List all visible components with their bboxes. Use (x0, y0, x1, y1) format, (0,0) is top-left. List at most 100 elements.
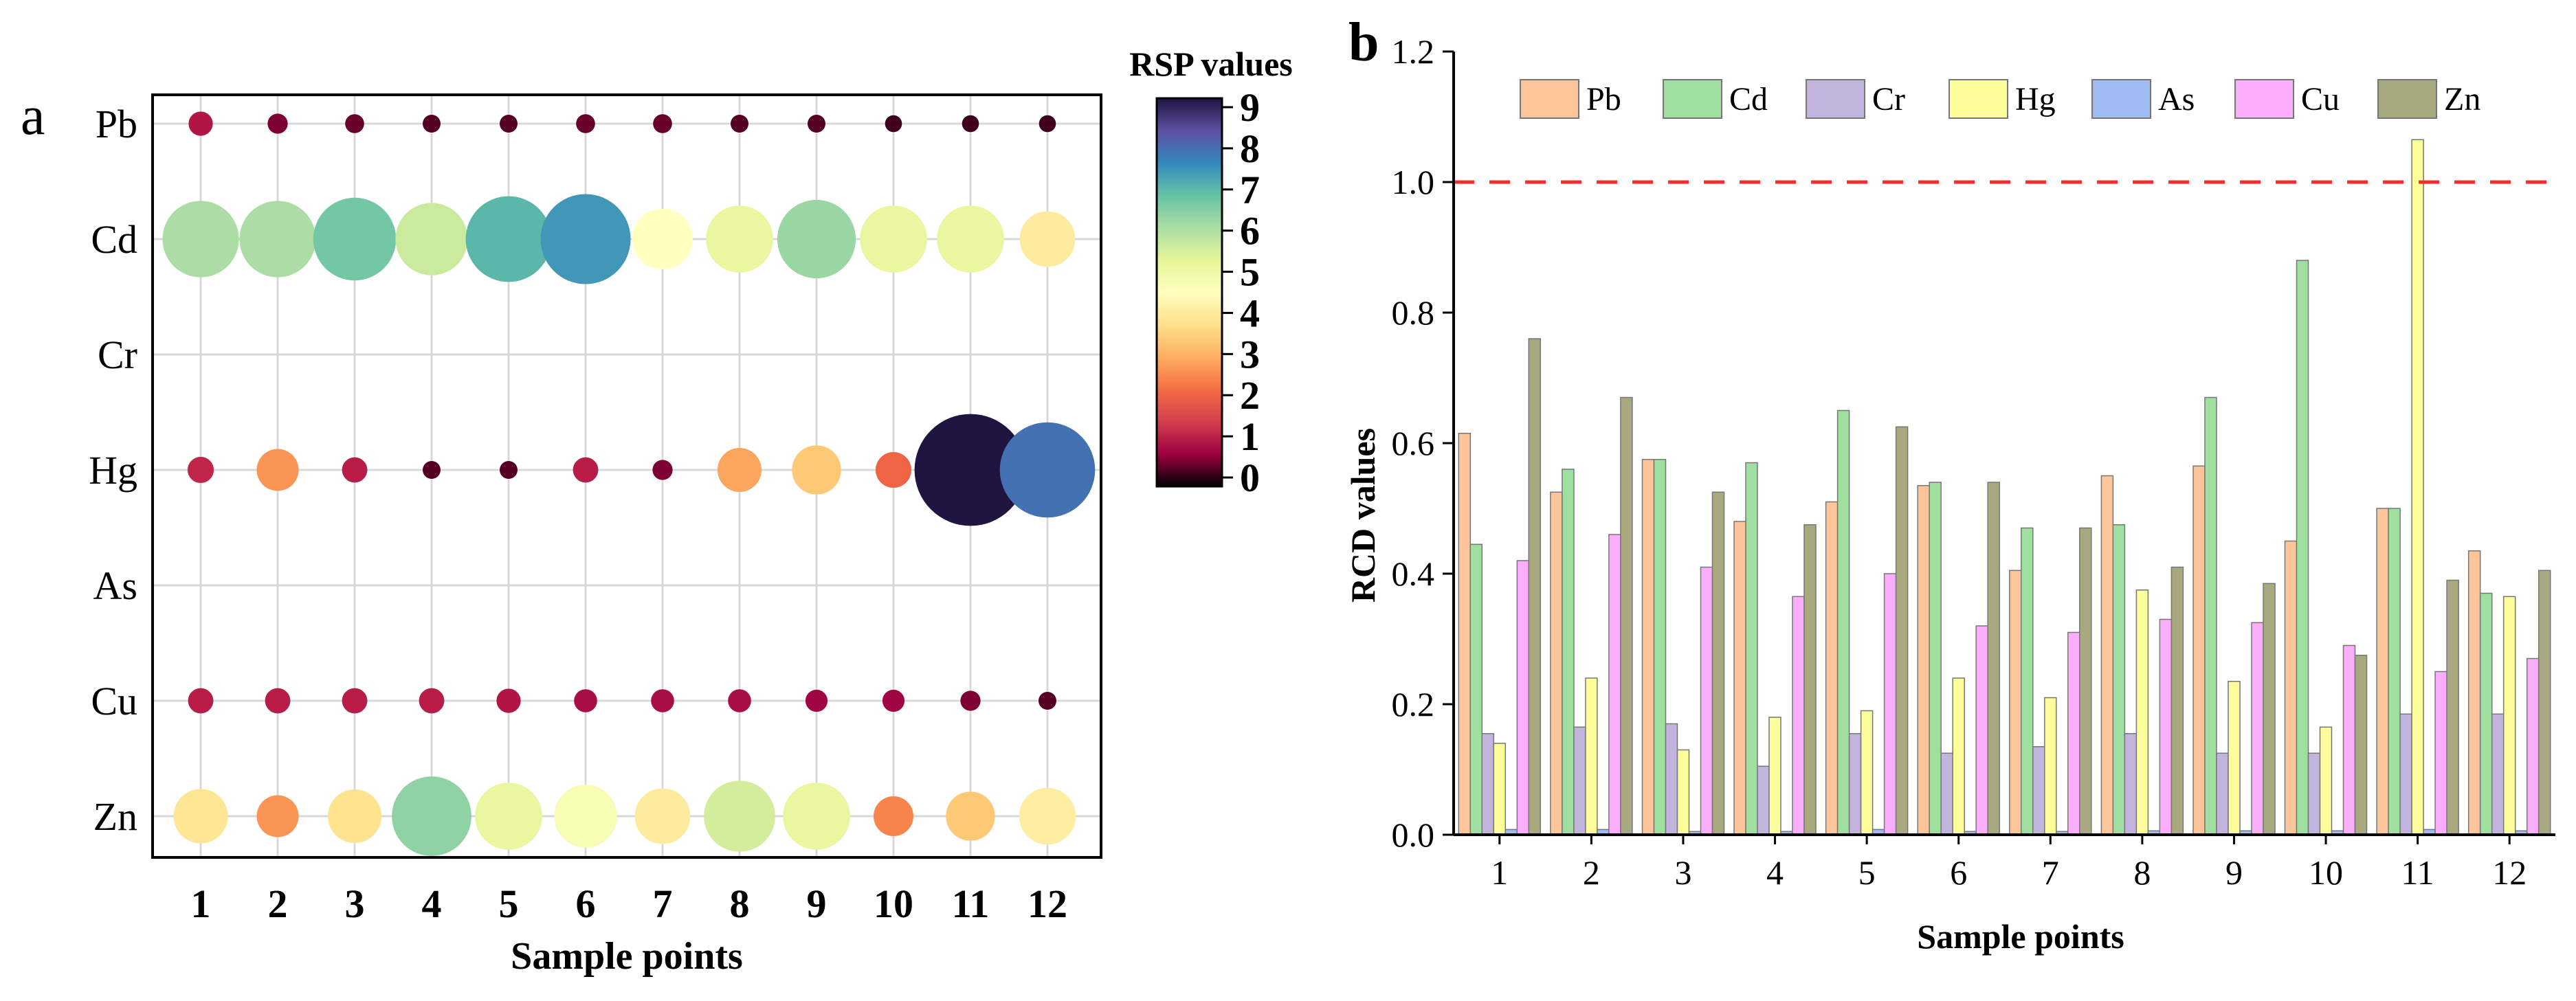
y-tick-label: 1.2 (1392, 32, 1435, 71)
x-tick-label: 7 (653, 881, 673, 926)
bubble-zn-10 (874, 796, 913, 836)
legend-swatch-pb (1520, 79, 1579, 119)
bubble-pb-6 (576, 114, 595, 133)
bar-cu-9 (2251, 622, 2264, 835)
bubble-cd-10 (860, 205, 927, 273)
bar-cu-2 (1608, 534, 1621, 835)
panel-a-label: a (21, 86, 45, 146)
bubble-pb-8 (731, 115, 748, 133)
y-tick-label: As (93, 563, 137, 608)
x-tick-label: 4 (1766, 853, 1784, 892)
bubble-cu-5 (496, 688, 521, 713)
bar-chart-axes (1443, 50, 2555, 844)
colorbar-tick-label: 6 (1240, 209, 1260, 254)
bubble-hg-9 (792, 445, 841, 495)
bar-zn-7 (2079, 527, 2092, 835)
bar-cd-2 (1562, 469, 1575, 835)
bar-cd-7 (2021, 527, 2034, 835)
colorbar-tick-label: 4 (1240, 291, 1260, 335)
bar-cr-10 (2307, 752, 2321, 835)
bar-hg-5 (1860, 710, 1874, 835)
bar-zn-3 (1711, 491, 1725, 835)
x-tick-label: 2 (1583, 853, 1600, 892)
bar-hg-4 (1768, 717, 1781, 835)
bar-chart-bars (1458, 139, 2551, 835)
bar-cr-9 (2216, 752, 2229, 835)
bar-cd-11 (2388, 508, 2401, 835)
bar-cu-4 (1792, 596, 1805, 835)
legend-label-pb: Pb (1586, 81, 1621, 117)
bubble-hg-3 (342, 457, 368, 483)
bar-pb-5 (1825, 501, 1839, 835)
x-tick-label: 10 (2309, 853, 2343, 892)
bar-cu-3 (1700, 566, 1713, 835)
bubble-cu-3 (342, 688, 368, 714)
colorbar-tick-label: 7 (1240, 168, 1260, 212)
y-tick-label: Pb (96, 102, 137, 146)
bubble-hg-1 (187, 456, 214, 484)
bar-hg-8 (2135, 589, 2149, 835)
legend-swatch-cu (2234, 79, 2294, 119)
bar-pb-7 (2009, 570, 2022, 835)
bubble-hg-11 (914, 414, 1027, 526)
bar-pb-8 (2100, 475, 2114, 835)
bubble-hg-6 (573, 457, 599, 483)
y-tick-label: 0.8 (1392, 293, 1435, 332)
bubble-zn-4 (392, 776, 471, 856)
bar-zn-2 (1620, 396, 1633, 835)
y-tick-label: Cr (98, 333, 137, 377)
x-tick-label: 10 (874, 881, 913, 926)
bubble-cu-10 (882, 689, 905, 712)
bubble-pb-4 (423, 115, 441, 133)
bubble-cu-1 (188, 688, 214, 714)
x-tick-label: 8 (2133, 853, 2151, 892)
bubble-cd-4 (395, 203, 468, 275)
bar-hg-7 (2044, 697, 2057, 835)
bar-cd-8 (2112, 524, 2126, 835)
x-tick-label: 12 (1028, 881, 1067, 926)
bar-pb-2 (1550, 491, 1563, 835)
bar-cu-10 (2342, 644, 2356, 835)
bar-hg-1 (1493, 743, 1507, 835)
bubble-zn-1 (173, 789, 228, 844)
colorbar-tick-label: 3 (1240, 332, 1260, 376)
legend-label-as: As (2158, 81, 2195, 117)
bubble-cu-6 (574, 689, 597, 712)
bubble-cu-4 (419, 688, 445, 714)
y-tick-label: 0.0 (1392, 816, 1435, 854)
x-tick-label: 6 (1950, 853, 1967, 892)
x-tick-label: 6 (576, 881, 596, 926)
bar-chart-legend: Pb Cd Cr Hg As Cu Zn (1520, 79, 2480, 119)
x-tick-label: 5 (499, 881, 519, 926)
colorbar-gradient (1155, 97, 1223, 488)
bubble-pb-2 (267, 113, 288, 134)
bubble-hg-12 (999, 422, 1096, 518)
legend-swatch-as (2091, 79, 2151, 119)
bubble-hg-5 (500, 461, 518, 479)
bar-cu-5 (1883, 573, 1897, 835)
bar-pb-11 (2376, 508, 2389, 835)
bar-cd-4 (1745, 462, 1758, 835)
legend-swatch-zn (2377, 79, 2437, 119)
bar-cr-8 (2124, 733, 2138, 835)
legend-label-zn: Zn (2444, 81, 2480, 117)
bubble-chart-x-axis-title: Sample points (511, 935, 743, 978)
bubble-zn-3 (328, 789, 381, 843)
bar-cu-1 (1516, 560, 1530, 835)
bar-zn-1 (1528, 338, 1542, 835)
bar-chart-panel-b: b 0.00.20.40.60.81.01.2 1 2 3 4 5 6 7 8 9 10 11 12 … (1344, 12, 2555, 956)
bubble-cu-12 (1039, 692, 1056, 710)
bar-chart-x-axis-title: Sample points (1917, 917, 2124, 956)
bar-pb-12 (2467, 550, 2481, 835)
bubble-zn-8 (704, 780, 775, 852)
bar-cr-11 (2399, 713, 2412, 835)
bar-cr-7 (2032, 746, 2045, 835)
bar-cd-9 (2204, 396, 2217, 835)
bar-zn-4 (1803, 524, 1817, 835)
bar-cu-7 (2067, 631, 2080, 835)
bar-pb-9 (2192, 465, 2206, 835)
bar-chart-x-tick-labels: 1 2 3 4 5 6 7 8 9 10 11 12 (1491, 853, 2527, 892)
bar-pb-10 (2284, 540, 2298, 835)
